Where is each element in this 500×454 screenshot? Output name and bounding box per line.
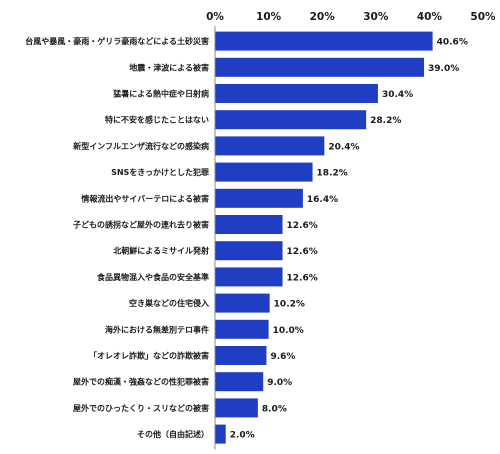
category-label: 新型インフルエンザ流行などの感染病 [73,141,209,151]
value-label: 12.6% [287,247,318,257]
category-label: 屋外でのひったくり・スリなどの被害 [73,403,209,413]
value-label: 40.6% [437,38,468,48]
value-label: 28.2% [370,116,401,126]
category-label: 特に不安を感じたことはない [105,115,209,125]
bar [215,162,313,182]
value-label: 8.0% [262,404,287,414]
x-tick-label: 50% [470,11,496,23]
value-label: 18.2% [317,169,348,179]
x-tick-label: 20% [310,11,336,23]
bar [215,188,303,208]
category-label: 食品異物混入や食品の安全基準 [97,272,209,282]
category-label: 地震・津波による被害 [129,62,209,72]
bar [215,136,325,156]
value-label: 30.4% [382,90,413,100]
bar [215,372,264,392]
value-label: 12.6% [287,221,318,231]
bar [215,398,258,418]
x-tick-label: 30% [363,11,389,23]
bar [215,31,433,51]
category-label: SNSをきっかけとした犯罪 [111,167,209,177]
category-label: 子どもの誘拐など屋外の連れ去り被害 [73,220,209,230]
value-label: 9.0% [267,378,292,388]
bar [215,424,226,444]
bar [215,110,367,130]
value-label: 10.0% [273,326,304,336]
value-label: 20.4% [328,142,359,152]
value-label: 9.6% [270,352,295,362]
category-label: 「オレオレ詐欺」などの詐欺被害 [89,351,209,361]
value-label: 12.6% [287,273,318,283]
category-label: 海外における無差別テロ事件 [105,324,209,334]
category-label: 猛暑による熱中症や日射病 [112,89,209,99]
x-axis-ticks: 0% 10% 20% 30% 40% 50% [206,11,496,23]
x-tick-label: 10% [256,11,282,23]
bar [215,293,270,313]
category-label: 北朝鮮によるミサイル発射 [113,246,209,256]
value-label: 39.0% [428,64,459,74]
category-label: 台風や暴風・豪雨・ゲリラ豪雨などによる土砂災害 [25,36,209,46]
value-label: 2.0% [230,431,255,441]
bars-group [215,31,433,444]
category-labels: 台風や暴風・豪雨・ゲリラ豪雨などによる土砂災害地震・津波による被害猛暑による熱中… [25,36,209,439]
category-label: その他（自由記述） [137,429,209,439]
value-label: 10.2% [274,300,305,310]
bar [215,57,425,77]
bar [215,84,378,103]
category-label: 空き巣などの住宅侵入 [129,298,209,308]
bar [215,267,283,287]
bar [215,319,269,339]
bar [215,346,267,365]
value-labels: 40.6% 39.0% 30.4% 28.2% 20.4% 18.2% 16.4% 12.6%… [230,38,468,441]
category-label: 屋外での痴漢・強姦などの性犯罪被害 [73,377,209,387]
bar [215,215,283,234]
value-label: 16.4% [307,195,338,205]
bar [215,241,283,261]
category-label: 情報流出やサイバーテロによる被害 [80,193,209,203]
x-tick-label: 40% [417,11,443,23]
x-tick-label: 0% [206,11,224,23]
